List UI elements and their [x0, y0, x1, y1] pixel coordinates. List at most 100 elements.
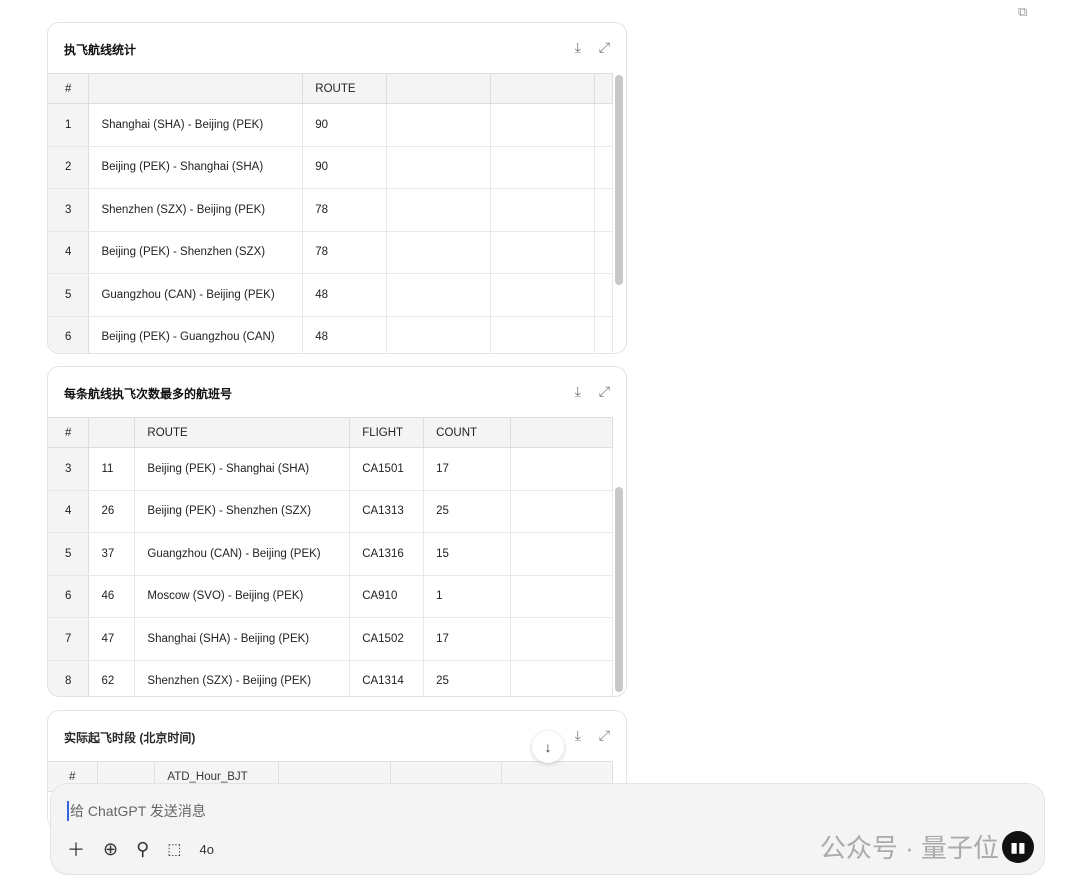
table-cell: Shenzhen (SZX) - Beijing (PEK) — [88, 188, 304, 232]
empty-cell — [386, 146, 492, 189]
table-cell: 78 — [302, 231, 388, 274]
column-header[interactable] — [386, 73, 492, 104]
empty-cell — [490, 231, 595, 274]
model-button[interactable]: 4o — [199, 841, 214, 857]
table-cell: 25 — [423, 490, 512, 533]
column-header[interactable] — [510, 417, 613, 448]
cursor-select-icon[interactable]: ⬚ — [167, 841, 182, 858]
column-header[interactable]: ROUTE — [302, 73, 388, 104]
scrollbar[interactable] — [615, 487, 623, 692]
download-icon[interactable]: ⤓ — [574, 727, 581, 743]
card-title: 执飞航线统计 — [64, 43, 137, 57]
column-header[interactable] — [490, 73, 595, 104]
empty-cell — [490, 188, 595, 232]
telescope-icon[interactable]: ⚲ — [136, 838, 150, 859]
table-row: 3 Shenzhen (SZX) - Beijing (PEK) 78 — [48, 188, 614, 232]
table-row: 2 Beijing (PEK) - Shanghai (SHA) 90 — [48, 146, 614, 189]
message-input[interactable]: 给 ChatGPT 发送消息 — [67, 801, 206, 821]
scroll-down-button[interactable]: ↓ — [532, 731, 564, 763]
table-cell: Beijing (PEK) - Guangzhou (CAN) — [88, 316, 304, 353]
empty-cell — [386, 316, 492, 353]
empty-cell — [386, 188, 492, 232]
table-cell: 25 — [423, 660, 512, 696]
table-cell: 15 — [423, 532, 512, 576]
table-cell: Shanghai (SHA) - Beijing (PEK) — [134, 617, 351, 661]
card-top-flights: 每条航线执飞次数最多的航班号 ⤓ ⤢ # ROUTE FLIGHT COUNT 3 11 B… — [47, 366, 627, 697]
table-cell: 78 — [302, 188, 388, 232]
download-icon[interactable]: ⤓ — [574, 383, 581, 399]
empty-cell — [490, 103, 595, 147]
table-row: 5 Guangzhou (CAN) - Beijing (PEK) 48 — [48, 273, 614, 317]
table-row: 7 47 Shanghai (SHA) - Beijing (PEK) CA1502 1… — [48, 617, 613, 661]
table-cell: CA1313 — [349, 490, 425, 533]
column-header[interactable] — [594, 73, 614, 104]
empty-cell — [510, 617, 613, 661]
column-header[interactable]: # — [48, 417, 90, 448]
table-cell: CA1314 — [349, 660, 425, 696]
column-header[interactable] — [88, 417, 136, 448]
expand-icon[interactable]: ⤢ — [598, 39, 610, 55]
table-cell: Beijing (PEK) - Shenzhen (SZX) — [88, 231, 304, 274]
message-composer[interactable]: 给 ChatGPT 发送消息 ＋ ⊕ ⚲ ⬚ 4o 公众号 · 量子位 ▮▮ — [50, 783, 1045, 875]
table-cell: 1 — [48, 103, 90, 147]
table-cell: 2 — [48, 146, 90, 189]
empty-cell — [490, 273, 595, 317]
empty-cell — [490, 316, 595, 353]
table-cell: 90 — [302, 146, 388, 189]
table-cell: CA1502 — [349, 617, 425, 661]
table-row: 3 11 Beijing (PEK) - Shanghai (SHA) CA1501 1… — [48, 447, 613, 491]
scrollbar[interactable] — [615, 75, 623, 285]
column-header[interactable]: FLIGHT — [349, 417, 425, 448]
empty-cell — [510, 575, 613, 618]
table-cell: Beijing (PEK) - Shanghai (SHA) — [134, 447, 351, 491]
table-cell: 90 — [302, 103, 388, 147]
voice-mode-button[interactable]: ▮▮ — [1002, 831, 1034, 863]
table-cell: 1 — [423, 575, 512, 618]
table-cell: Guangzhou (CAN) - Beijing (PEK) — [134, 532, 351, 576]
plus-icon[interactable]: ＋ — [67, 840, 85, 860]
empty-cell — [594, 103, 614, 147]
table-cell: CA1316 — [349, 532, 425, 576]
table-cell: 8 — [48, 660, 90, 696]
column-header[interactable] — [88, 73, 304, 104]
table-cell: Shanghai (SHA) - Beijing (PEK) — [88, 103, 304, 147]
card-route-stats: 执飞航线统计 ⤓ ⤢ # ROUTE 1 Shanghai (SHA) - Beiji… — [47, 22, 627, 354]
empty-cell — [386, 273, 492, 317]
column-header[interactable]: # — [48, 73, 90, 104]
download-icon[interactable]: ⤓ — [574, 39, 581, 55]
expand-icon[interactable]: ⤢ — [598, 383, 610, 399]
table-cell: CA910 — [349, 575, 425, 618]
empty-cell — [594, 273, 614, 317]
table-cell: 17 — [423, 447, 512, 491]
empty-cell — [594, 231, 614, 274]
table-cell: 4 — [48, 231, 90, 274]
empty-cell — [510, 660, 613, 696]
globe-icon[interactable]: ⊕ — [103, 838, 119, 859]
table-cell: 46 — [88, 575, 136, 618]
table-cell: Guangzhou (CAN) - Beijing (PEK) — [88, 273, 304, 317]
table-cell: 17 — [423, 617, 512, 661]
table-cell: 62 — [88, 660, 136, 696]
table-row: 6 46 Moscow (SVO) - Beijing (PEK) CA910 1 — [48, 575, 613, 618]
copy-icon[interactable]: ⧉ — [1018, 4, 1028, 19]
empty-cell — [510, 490, 613, 533]
table-cell: 37 — [88, 532, 136, 576]
table-cell: Shenzhen (SZX) - Beijing (PEK) — [134, 660, 351, 696]
expand-icon[interactable]: ⤢ — [598, 727, 610, 743]
table-cell: 5 — [48, 532, 90, 576]
table-cell: 7 — [48, 617, 90, 661]
empty-cell — [386, 103, 492, 147]
table-cell: 3 — [48, 188, 90, 232]
column-header[interactable]: ROUTE — [134, 417, 351, 448]
column-header[interactable]: COUNT — [423, 417, 512, 448]
table-cell: Moscow (SVO) - Beijing (PEK) — [134, 575, 351, 618]
empty-cell — [490, 146, 595, 189]
table-cell: 26 — [88, 490, 136, 533]
table-cell: 48 — [302, 273, 388, 317]
empty-cell — [594, 188, 614, 232]
table-cell: Beijing (PEK) - Shanghai (SHA) — [88, 146, 304, 189]
card-title: 每条航线执飞次数最多的航班号 — [64, 387, 233, 401]
table-row: 4 Beijing (PEK) - Shenzhen (SZX) 78 — [48, 231, 614, 274]
table-row: 8 62 Shenzhen (SZX) - Beijing (PEK) CA1314 2… — [48, 660, 613, 696]
table-cell: 47 — [88, 617, 136, 661]
